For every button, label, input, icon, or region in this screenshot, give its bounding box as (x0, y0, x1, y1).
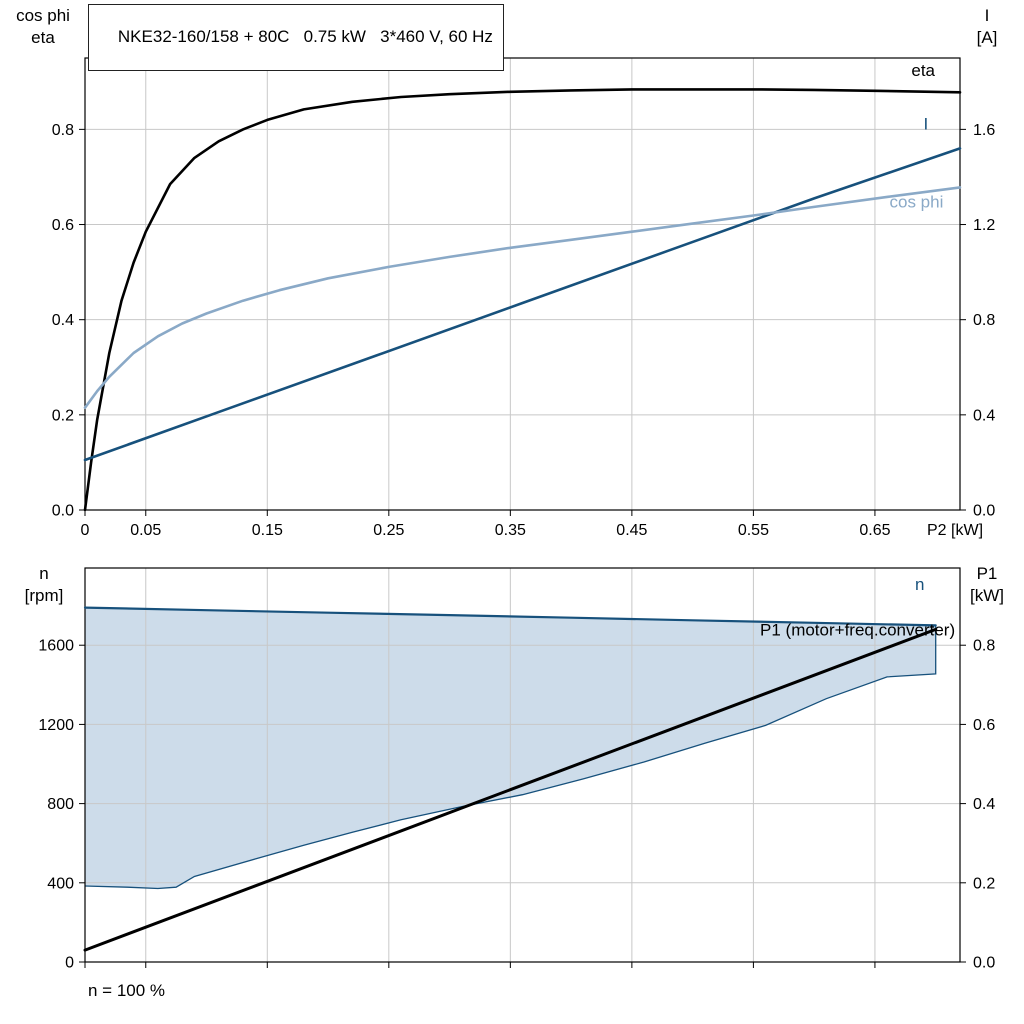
speed-axis-label-line2: [rpm] (24, 586, 64, 605)
x-tick-label: 0.15 (252, 522, 283, 539)
series-n-curve (83, 606, 937, 627)
bottom-left-axis-label: n [rpm] (6, 563, 82, 607)
series-label-i: I (924, 114, 929, 133)
right-tick-label: 0.0 (973, 955, 995, 972)
left-tick-label: 0 (65, 955, 74, 972)
x-tick-label: 0.35 (495, 522, 526, 539)
x-axis-unit-label: P2 [kW] (927, 522, 983, 539)
power-axis-label-line1: P1 (976, 564, 998, 583)
x-tick-label: 0.55 (738, 522, 769, 539)
right-tick-label: 0.2 (973, 875, 995, 892)
x-tick-label: 0.05 (130, 522, 161, 539)
left-tick-label: 1200 (38, 717, 74, 734)
right-tick-label: 1.2 (973, 217, 995, 234)
speed-axis-label-line1: n (39, 564, 49, 583)
right-tick-label: 0.0 (973, 503, 995, 520)
left-tick-label: 0.2 (52, 407, 74, 424)
left-tick-label: 400 (47, 875, 74, 892)
series-p1-motor-freq-converter-curve (83, 627, 938, 952)
power-axis-label-line2: [kW] (970, 586, 1004, 605)
left-tick-label: 0.8 (52, 122, 74, 139)
x-tick-label: 0.65 (859, 522, 890, 539)
left-tick-label: 0.0 (52, 503, 74, 520)
top-left-axis-label: cos phi eta (4, 5, 82, 49)
left-tick-label: 0.4 (52, 312, 74, 329)
right-tick-label: 0.4 (973, 796, 995, 813)
plot-border (84, 567, 961, 963)
left-tick-label: 1600 (38, 638, 74, 655)
speed-footnote: n = 100 % (88, 981, 166, 1000)
right-tick-label: 0.4 (973, 407, 995, 424)
left-tick-label: 800 (47, 796, 74, 813)
plot-border (84, 57, 961, 511)
series-label-n: n (915, 575, 924, 594)
bottom-right-axis-label: P1 [kW] (954, 563, 1020, 607)
series-label-eta: eta (911, 61, 935, 80)
series-cos-phi-curve (83, 186, 962, 409)
right-tick-label: 0.8 (973, 312, 995, 329)
right-tick-label: 0.8 (973, 638, 995, 655)
chart-title-box: NKE32-160/158 + 80C 0.75 kW 3*460 V, 60 … (88, 4, 504, 71)
series-label-p1-motor-freq-converter: P1 (motor+freq.converter) (760, 620, 955, 639)
series-eta-curve (83, 88, 962, 512)
left-tick-label: 0.6 (52, 217, 74, 234)
top-right-axis-label: I [A] (954, 5, 1020, 49)
series-label-cos-phi: cos phi (890, 192, 944, 211)
left-axis-label-line2: eta (31, 28, 55, 47)
x-tick-label: 0.45 (616, 522, 647, 539)
right-axis-label-line2: [A] (976, 28, 998, 47)
right-tick-label: 1.6 (973, 122, 995, 139)
right-tick-label: 0.6 (973, 717, 995, 734)
series-i-curve (83, 147, 962, 462)
x-tick-label: 0.25 (373, 522, 404, 539)
x-tick-label: 0 (81, 522, 90, 539)
left-axis-label-line1: cos phi (16, 6, 70, 25)
right-axis-label-line1: I (984, 6, 990, 25)
chart-title: NKE32-160/158 + 80C 0.75 kW 3*460 V, 60 … (117, 27, 493, 46)
